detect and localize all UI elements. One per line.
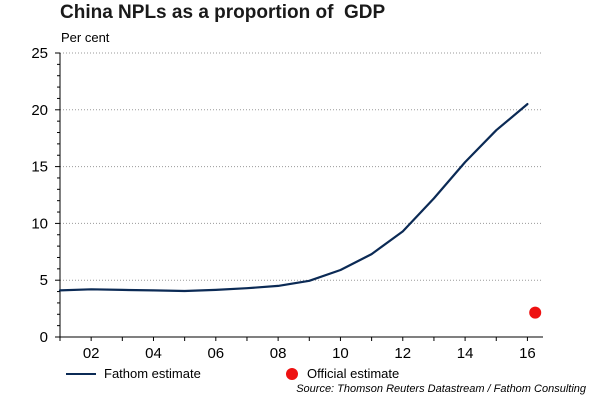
y-tick-label-20: 20 xyxy=(31,102,48,119)
legend-dot-swatch xyxy=(286,367,298,380)
x-tick-label-06: 06 xyxy=(207,345,224,362)
x-tick-label-04: 04 xyxy=(145,345,162,362)
chart-title: China NPLs as a proportion of GDP xyxy=(60,2,386,23)
y-tick-label-0: 0 xyxy=(40,329,48,346)
y-tick-label-10: 10 xyxy=(31,215,48,232)
x-tick-label-10: 10 xyxy=(332,345,349,362)
x-tick-label-08: 08 xyxy=(270,345,287,362)
x-tick-label-02: 02 xyxy=(83,345,100,362)
y-tick-label-5: 5 xyxy=(40,272,48,289)
y-tick-label-15: 15 xyxy=(31,159,48,176)
source-note: Source: Thomson Reuters Datastream / Fat… xyxy=(296,383,586,395)
x-tick-label-14: 14 xyxy=(457,345,474,362)
y-axis-label: Per cent xyxy=(61,30,110,45)
point-official-estimate xyxy=(529,306,542,319)
legend-item-official: Official estimate xyxy=(286,366,399,381)
legend-label-fathom: Fathom estimate xyxy=(104,366,201,381)
series-line-fathom-estimate xyxy=(58,102,529,293)
legend-item-fathom: Fathom estimate xyxy=(66,366,201,381)
legend-line-swatch xyxy=(66,372,96,375)
x-tick-label-16: 16 xyxy=(519,345,536,362)
x-tick-label-12: 12 xyxy=(394,345,411,362)
legend-label-official: Official estimate xyxy=(307,366,400,381)
y-tick-label-25: 25 xyxy=(31,45,48,62)
